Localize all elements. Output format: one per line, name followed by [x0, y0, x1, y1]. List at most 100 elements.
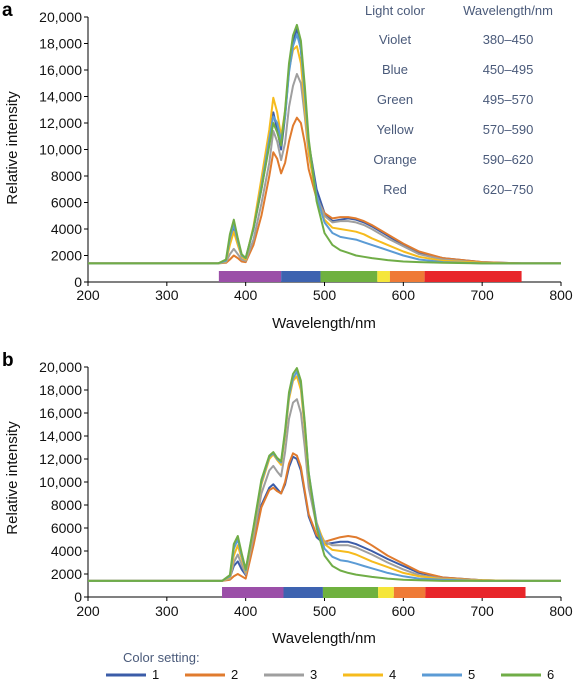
legend-label: 2 [231, 667, 238, 682]
y-tick-label: 0 [74, 589, 82, 605]
x-tick-label: 600 [392, 603, 416, 619]
series-line-2 [88, 116, 561, 265]
series-line-4 [88, 375, 561, 582]
x-tick-label: 700 [470, 603, 494, 619]
color-band [283, 587, 323, 598]
table-header-light-color: Light color [365, 3, 426, 18]
color-band [424, 271, 522, 282]
series-line-2 [88, 452, 561, 582]
color-band [222, 587, 284, 598]
table-cell-range: 380–450 [483, 32, 534, 47]
x-tick-label: 500 [313, 287, 337, 303]
y-tick-label: 20,000 [39, 9, 82, 25]
table-cell-range: 450–495 [483, 62, 534, 77]
series-line-3 [88, 73, 561, 265]
color-band [320, 271, 378, 282]
legend-entry: 6 [501, 667, 554, 682]
legend-title: Color setting: [123, 650, 200, 665]
color-band [378, 587, 394, 598]
legend-entry: 4 [343, 667, 396, 682]
color-band [218, 271, 282, 282]
table-cell-color: Orange [373, 152, 416, 167]
table-cell-color: Violet [379, 32, 412, 47]
y-tick-label: 18,000 [39, 36, 82, 52]
table-cell-range: 570–590 [483, 122, 534, 137]
x-tick-label: 200 [76, 603, 100, 619]
series-line-3 [88, 398, 561, 582]
y-axis-title-a: Relative intensity [4, 91, 21, 205]
y-tick-label: 4000 [51, 221, 82, 237]
series-line-1 [88, 455, 561, 582]
table-cell-color: Red [383, 182, 407, 197]
legend-entry: 1 [106, 667, 159, 682]
y-tick-label: 2000 [51, 248, 82, 264]
color-band [425, 587, 526, 598]
color-band [389, 271, 425, 282]
panel-letter-b: b [2, 350, 14, 371]
color-band-bar-b [222, 587, 526, 598]
axes-a: 0 2000 4000 6000 8000 10,000 12,000 14,000 16,00… [39, 9, 573, 303]
legend-label: 3 [310, 667, 317, 682]
legend: Color setting: 1 2 3 4 5 6 [106, 650, 554, 682]
y-tick-label: 8000 [51, 497, 82, 513]
legend-label: 6 [547, 667, 554, 682]
legend-entry: 2 [185, 667, 238, 682]
x-tick-label: 400 [234, 603, 258, 619]
light-color-table: Light color Wavelength/nm Violet 380–450… [365, 3, 553, 197]
color-band [322, 587, 379, 598]
series-line-6 [88, 367, 561, 582]
y-tick-label: 12,000 [39, 451, 82, 467]
legend-label: 4 [389, 667, 396, 682]
table-cell-color: Blue [382, 62, 408, 77]
color-band [281, 271, 321, 282]
chart-panel-a: a 0 2000 4000 6000 8000 10,000 12,000 14,000 16,… [2, 0, 573, 332]
series-line-6 [88, 23, 561, 265]
x-tick-label: 500 [313, 603, 337, 619]
color-band [377, 271, 390, 282]
y-tick-label: 10,000 [39, 474, 82, 490]
table-header-wavelength: Wavelength/nm [463, 3, 553, 18]
series-lines-b [88, 367, 561, 582]
y-tick-label: 6000 [51, 195, 82, 211]
y-tick-label: 2000 [51, 566, 82, 582]
series-line-4 [88, 45, 561, 265]
x-tick-label: 800 [549, 603, 573, 619]
x-tick-label: 300 [155, 603, 179, 619]
legend-entry: 3 [264, 667, 317, 682]
y-tick-label: 14,000 [39, 89, 82, 105]
x-tick-label: 700 [470, 287, 494, 303]
legend-entry: 5 [422, 667, 475, 682]
x-axis-title-a: Wavelength/nm [272, 315, 376, 332]
color-band [393, 587, 426, 598]
y-tick-label: 8000 [51, 168, 82, 184]
legend-label: 1 [152, 667, 159, 682]
x-axis-title-b: Wavelength/nm [272, 630, 376, 647]
legend-entries: 1 2 3 4 5 6 [106, 667, 554, 682]
y-tick-label: 16,000 [39, 405, 82, 421]
y-tick-label: 4000 [51, 543, 82, 559]
table-cell-color: Yellow [376, 122, 414, 137]
table-cell-range: 620–750 [483, 182, 534, 197]
y-tick-label: 10,000 [39, 142, 82, 158]
table-cell-range: 495–570 [483, 92, 534, 107]
x-tick-label: 400 [234, 287, 258, 303]
x-tick-label: 200 [76, 287, 100, 303]
y-tick-label: 12,000 [39, 115, 82, 131]
x-tick-label: 600 [392, 287, 416, 303]
series-lines-a [88, 23, 561, 265]
y-tick-label: 0 [74, 274, 82, 290]
table-cell-color: Green [377, 92, 413, 107]
y-tick-label: 16,000 [39, 62, 82, 78]
y-tick-label: 6000 [51, 520, 82, 536]
y-tick-label: 14,000 [39, 428, 82, 444]
chart-panel-b: b 0 2000 4000 6000 8000 10,000 12,000 14,000 16,… [2, 350, 573, 647]
table-cell-range: 590–620 [483, 152, 534, 167]
y-tick-label: 18,000 [39, 382, 82, 398]
y-axis-title-b: Relative intensity [4, 421, 21, 535]
panel-letter-a: a [2, 0, 13, 21]
y-tick-label: 20,000 [39, 359, 82, 375]
legend-label: 5 [468, 667, 475, 682]
series-line-5 [88, 370, 561, 582]
color-band-bar-a [218, 271, 522, 282]
